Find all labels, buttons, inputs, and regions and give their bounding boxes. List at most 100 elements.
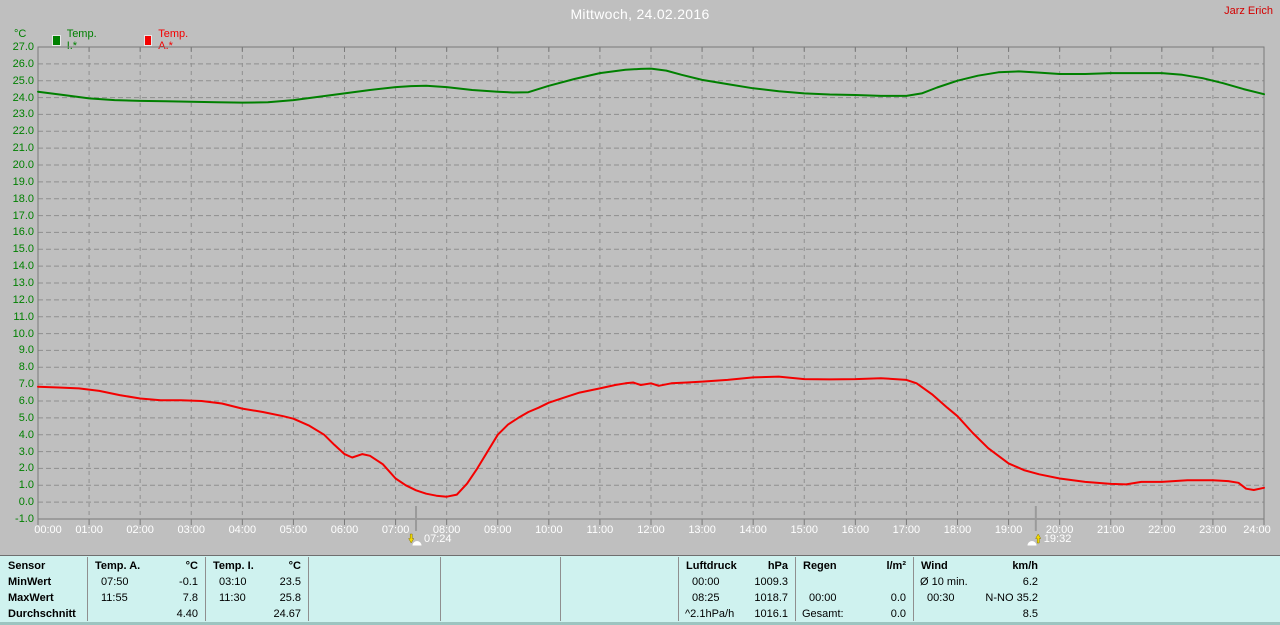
y-tick-label: 10.0 bbox=[12, 327, 34, 340]
x-tick-label: 16:00 bbox=[841, 524, 870, 536]
stat-col-name: Luftdruck bbox=[686, 560, 737, 572]
x-tick-label: 03:00 bbox=[177, 524, 206, 536]
stat-cell: ^2.1hPa/h 1016.1 bbox=[678, 607, 795, 621]
y-tick-label: 0.0 bbox=[18, 496, 34, 509]
legend-item-temp-a: Temp. A.* bbox=[144, 28, 191, 52]
y-tick-label: 9.0 bbox=[18, 344, 34, 357]
y-tick-label: 25.0 bbox=[12, 74, 34, 87]
stat-cell-time: ^2.1hPa/h bbox=[685, 608, 735, 620]
stat-cell: 03:10 23.5 bbox=[205, 575, 308, 589]
chart-title: Mittwoch, 24.02.2016 bbox=[570, 6, 710, 22]
stat-cell: 24.67 bbox=[205, 607, 308, 621]
stat-cell: 11:55 7.8 bbox=[87, 591, 205, 605]
sunrise-icon bbox=[408, 533, 422, 546]
stat-cell-time: 11:55 bbox=[101, 592, 128, 604]
y-tick-label: 19.0 bbox=[12, 175, 34, 188]
sunrise-marker: 07:24 bbox=[407, 533, 452, 546]
legend-swatch-temp-i bbox=[52, 34, 61, 46]
stat-cell-time: 03:10 bbox=[219, 576, 247, 588]
y-tick-label: 8.0 bbox=[18, 361, 34, 374]
temperature-line-chart bbox=[37, 46, 1265, 531]
stat-cell: 00:00 0.0 bbox=[795, 591, 913, 605]
y-tick-label: 24.0 bbox=[12, 91, 34, 104]
y-tick-label: 16.0 bbox=[12, 226, 34, 239]
y-tick-label: 23.0 bbox=[12, 108, 34, 121]
x-tick-label: 23:00 bbox=[1199, 524, 1227, 536]
legend-swatch-temp-a bbox=[144, 34, 153, 46]
table-divider bbox=[308, 557, 309, 621]
table-divider bbox=[205, 557, 206, 621]
y-tick-label: 4.0 bbox=[18, 428, 34, 441]
stat-cell-value: 4.40 bbox=[176, 608, 198, 620]
stat-cell-value: 0.0 bbox=[890, 608, 906, 620]
sun-time-label: 19:32 bbox=[1043, 533, 1072, 545]
stat-cell-time: 07:50 bbox=[101, 576, 129, 588]
stat-col-header: Luftdruck hPa bbox=[678, 559, 795, 573]
x-tick-label: 19:00 bbox=[994, 524, 1023, 536]
stat-cell-value: -0.1 bbox=[179, 576, 198, 588]
stat-col-name: Wind bbox=[921, 560, 948, 572]
table-divider bbox=[913, 557, 914, 621]
x-tick-label: 09:00 bbox=[483, 524, 512, 536]
y-tick-label: 13.0 bbox=[12, 277, 34, 289]
y-tick-label: 18.0 bbox=[12, 192, 34, 205]
x-tick-label: 06:00 bbox=[330, 524, 359, 536]
stat-col-unit: °C bbox=[185, 560, 198, 572]
sunset-icon bbox=[1027, 533, 1042, 546]
x-tick-label: 10:00 bbox=[535, 524, 563, 536]
stats-row-label: Sensor bbox=[8, 560, 46, 572]
y-axis-unit-label: °C bbox=[14, 28, 27, 40]
x-axis-labels: 00:00 01:00 02:00 03:00 04:00 05:00 06:00 07:00… bbox=[0, 524, 1280, 537]
x-tick-label: 07:00 bbox=[381, 524, 410, 536]
x-tick-label: 20:00 bbox=[1045, 524, 1074, 536]
watermark-user: Jarz Erich bbox=[1224, 5, 1273, 17]
stat-cell: 11:30 25.8 bbox=[205, 591, 308, 605]
x-tick-label: 04:00 bbox=[228, 524, 257, 536]
sun-time-label: 07:24 bbox=[424, 533, 452, 545]
x-tick-label: 22:00 bbox=[1148, 524, 1176, 536]
y-tick-label: 5.0 bbox=[18, 411, 34, 424]
stat-col-header: Regen l/m² bbox=[795, 559, 913, 573]
y-tick-label: 20.0 bbox=[12, 159, 34, 171]
stats-row-label: MaxWert bbox=[8, 592, 54, 604]
stat-cell-time: 08:25 bbox=[692, 592, 720, 604]
x-tick-label: 00:00 bbox=[34, 524, 62, 536]
table-divider bbox=[87, 557, 88, 621]
stat-cell-time: 00:30 bbox=[927, 592, 955, 604]
legend-label-temp-i: Temp. I.* bbox=[66, 28, 97, 52]
stat-cell: Gesamt: 0.0 bbox=[795, 607, 913, 621]
stat-cell: Ø 10 min. 6.2 bbox=[913, 575, 1045, 589]
legend-label-temp-a: Temp. A.* bbox=[158, 28, 189, 52]
x-tick-label: 02:00 bbox=[126, 524, 154, 536]
x-tick-label: 12:00 bbox=[637, 524, 665, 536]
stat-cell-value: 25.8 bbox=[279, 592, 301, 604]
stat-cell-time: 11:30 bbox=[219, 592, 246, 604]
x-tick-label: 17:00 bbox=[892, 524, 921, 536]
stat-col-unit: l/m² bbox=[886, 560, 906, 572]
sunset-marker: 19:32 bbox=[1027, 533, 1072, 546]
x-tick-label: 08:00 bbox=[432, 524, 461, 536]
table-divider bbox=[795, 557, 796, 621]
stat-cell-value: 6.2 bbox=[1022, 576, 1038, 588]
stat-cell: 08:25 1018.7 bbox=[678, 591, 795, 605]
x-tick-label: 01:00 bbox=[75, 524, 103, 536]
y-tick-label: 6.0 bbox=[18, 395, 34, 407]
stats-table: Sensor MinWert MaxWert Durchschnitt Temp. A.… bbox=[0, 555, 1280, 625]
table-divider bbox=[678, 557, 679, 621]
x-tick-label: 11:00 bbox=[586, 524, 614, 536]
y-tick-label: 17.0 bbox=[12, 209, 34, 222]
stats-row-label: MinWert bbox=[8, 576, 52, 588]
x-tick-label: 18:00 bbox=[943, 524, 972, 536]
x-tick-label: 13:00 bbox=[688, 524, 716, 536]
stat-cell-value: 8.5 bbox=[1022, 608, 1038, 620]
stat-cell: 8.5 bbox=[913, 607, 1045, 621]
legend-item-temp-i: Temp. I.* bbox=[52, 28, 99, 52]
y-tick-label: 14.0 bbox=[12, 260, 34, 273]
x-tick-label: 24:00 bbox=[1243, 524, 1271, 536]
y-tick-label: 26.0 bbox=[12, 57, 34, 70]
y-tick-label: 7.0 bbox=[18, 378, 34, 391]
stat-cell-value: 23.5 bbox=[279, 576, 301, 588]
y-tick-label: 27.0 bbox=[12, 41, 34, 53]
line-series bbox=[37, 67, 1265, 104]
stat-cell-time: 00:00 bbox=[692, 576, 720, 588]
